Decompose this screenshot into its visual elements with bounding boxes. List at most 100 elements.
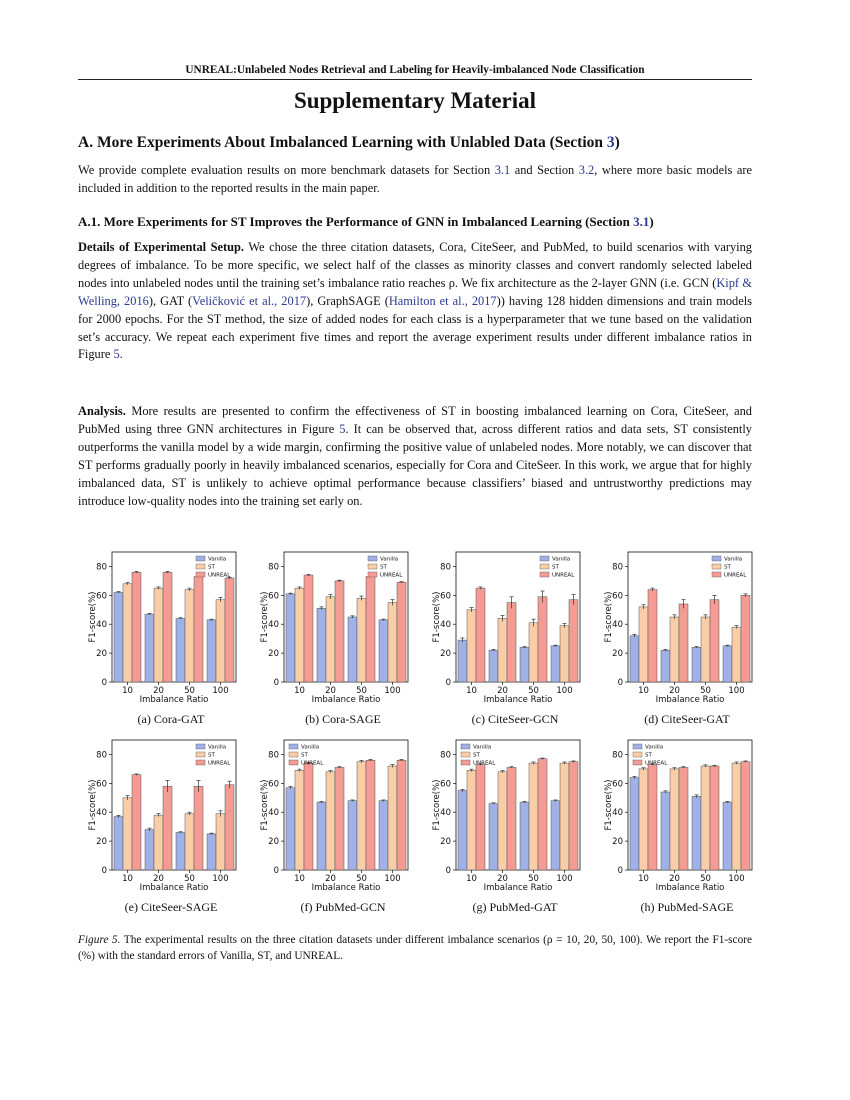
y-tick-label: 0 bbox=[618, 678, 623, 688]
legend-swatch bbox=[288, 759, 299, 766]
bar-unreal bbox=[334, 767, 345, 871]
bar-vanilla bbox=[629, 777, 640, 871]
x-tick-label: 20 bbox=[669, 874, 680, 884]
subsection-a1-text: A.1. More Experiments for ST Improves th… bbox=[78, 214, 634, 229]
y-tick-label: 0 bbox=[618, 866, 623, 876]
chart-panel-h: 0 20 40 60 80 F1-score(%) 10 20 50 100 Imbalance R… bbox=[602, 734, 772, 924]
chart-caption: (f) PubMed-GCN bbox=[300, 900, 386, 914]
x-tick-label: 10 bbox=[122, 874, 133, 884]
p1-text-a: We provide complete evaluation results o… bbox=[78, 163, 495, 177]
chart-panel-a: 0 20 40 60 80 F1-score(%) 10 20 50 100 Imbalance R… bbox=[86, 546, 256, 736]
bar-vanilla bbox=[488, 649, 499, 683]
chart-panel-e: 0 20 40 60 80 F1-score(%) 10 20 50 100 Imbalance R… bbox=[86, 734, 256, 924]
x-tick-label: 20 bbox=[497, 874, 508, 884]
bar-st bbox=[184, 589, 195, 683]
x-tick-label: 50 bbox=[356, 686, 367, 696]
legend-label: UNREAL bbox=[208, 761, 231, 767]
legend-label: ST bbox=[380, 565, 387, 571]
bar-st bbox=[669, 616, 680, 683]
y-tick-label: 40 bbox=[440, 620, 451, 630]
legend-label: ST bbox=[473, 753, 480, 759]
bar-st bbox=[387, 765, 398, 871]
chart-panel-c: 0 20 40 60 80 F1-score(%) 10 20 50 100 Imbalance R… bbox=[430, 546, 600, 736]
x-axis-label: Imbalance Ratio bbox=[312, 695, 381, 705]
y-tick-label: 80 bbox=[96, 750, 107, 760]
y-tick-label: 0 bbox=[274, 866, 279, 876]
cite-velickovic-link[interactable]: Veličković et al., 2017 bbox=[192, 293, 307, 308]
bar-vanilla bbox=[113, 592, 124, 683]
y-axis-label: F1-score(%) bbox=[260, 592, 270, 643]
bar-st bbox=[294, 587, 305, 683]
bar-st bbox=[559, 625, 570, 683]
legend-swatch bbox=[632, 751, 643, 758]
section-ref-link[interactable]: 3 bbox=[606, 134, 615, 151]
bar-vanilla bbox=[519, 801, 530, 871]
bar-unreal bbox=[537, 596, 548, 683]
x-tick-label: 50 bbox=[184, 686, 195, 696]
chart-caption: (e) CiteSeer-SAGE bbox=[124, 900, 218, 914]
bar-vanilla bbox=[347, 616, 358, 683]
bar-unreal bbox=[162, 785, 173, 871]
figure-5-link-analysis[interactable]: 5 bbox=[339, 421, 346, 436]
y-axis-label: F1-score(%) bbox=[604, 592, 614, 643]
bar-unreal bbox=[365, 759, 376, 871]
figure-5-link[interactable]: 5 bbox=[113, 347, 120, 362]
bar-vanilla bbox=[660, 791, 671, 871]
bar-st bbox=[638, 768, 649, 871]
x-tick-label: 20 bbox=[669, 686, 680, 696]
bar-st bbox=[153, 587, 164, 683]
x-tick-label: 50 bbox=[700, 874, 711, 884]
bar-unreal bbox=[568, 761, 579, 871]
legend-label: UNREAL bbox=[645, 761, 668, 767]
y-tick-label: 20 bbox=[440, 837, 451, 847]
bar-vanilla bbox=[457, 639, 468, 683]
section-3-1-link[interactable]: 3.1 bbox=[494, 163, 511, 177]
cite-kipf-link[interactable]: Kipf & Welling, 2016 bbox=[78, 275, 752, 308]
setup-paragraph: Details of Experimental Setup. We chose … bbox=[78, 239, 752, 364]
subsection-ref-link[interactable]: 3.1 bbox=[633, 214, 650, 229]
section-3-2-link[interactable]: 3.2 bbox=[578, 163, 595, 177]
bar-st bbox=[638, 606, 649, 683]
x-tick-label: 20 bbox=[497, 686, 508, 696]
y-axis-label: F1-score(%) bbox=[604, 780, 614, 831]
subsection-a1-title: A.1. More Experiments for ST Improves th… bbox=[78, 214, 752, 230]
x-tick-label: 100 bbox=[728, 686, 744, 696]
bar-st bbox=[184, 813, 195, 871]
y-axis-label: F1-score(%) bbox=[432, 780, 442, 831]
bar-st bbox=[700, 765, 711, 871]
x-axis-label: Imbalance Ratio bbox=[312, 883, 381, 893]
legend-swatch bbox=[711, 571, 722, 578]
y-tick-label: 60 bbox=[440, 591, 451, 601]
legend-swatch bbox=[195, 555, 206, 562]
x-tick-label: 10 bbox=[638, 874, 649, 884]
chart-panel-d: 0 20 40 60 80 F1-score(%) 10 20 50 100 Imbalance R… bbox=[602, 546, 772, 736]
bar-vanilla bbox=[550, 800, 561, 871]
legend-swatch bbox=[288, 751, 299, 758]
page-title: Supplementary Material bbox=[293, 88, 537, 113]
bar-vanilla bbox=[206, 619, 217, 683]
chart-panel-g: 0 20 40 60 80 F1-score(%) 10 20 50 100 Imbalance R… bbox=[430, 734, 600, 924]
bar-unreal bbox=[475, 764, 486, 871]
x-tick-label: 100 bbox=[556, 874, 572, 884]
bar-unreal bbox=[709, 765, 720, 871]
x-axis-label: Imbalance Ratio bbox=[484, 695, 553, 705]
bar-vanilla bbox=[206, 833, 217, 871]
bar-st bbox=[215, 599, 226, 683]
x-tick-label: 10 bbox=[466, 686, 477, 696]
x-tick-label: 50 bbox=[700, 686, 711, 696]
x-axis-label: Imbalance Ratio bbox=[656, 695, 725, 705]
bar-vanilla bbox=[175, 618, 186, 683]
y-tick-label: 80 bbox=[612, 562, 623, 572]
bar-st bbox=[528, 762, 539, 871]
y-tick-label: 40 bbox=[612, 620, 623, 630]
cite-hamilton-link[interactable]: Hamilton et al., 2017 bbox=[388, 293, 497, 308]
legend-swatch bbox=[539, 571, 550, 578]
legend-label: Vanilla bbox=[208, 745, 226, 751]
bar-unreal bbox=[709, 599, 720, 683]
plot-frame bbox=[627, 551, 753, 683]
setup-text-c: ), GraphSAGE ( bbox=[306, 293, 389, 308]
chart-panel-f: 0 20 40 60 80 F1-score(%) 10 20 50 100 Imbalance R… bbox=[258, 734, 428, 924]
section-a-paragraph: We provide complete evaluation results o… bbox=[78, 162, 752, 198]
legend-label: ST bbox=[208, 753, 215, 759]
bar-vanilla bbox=[629, 635, 640, 683]
